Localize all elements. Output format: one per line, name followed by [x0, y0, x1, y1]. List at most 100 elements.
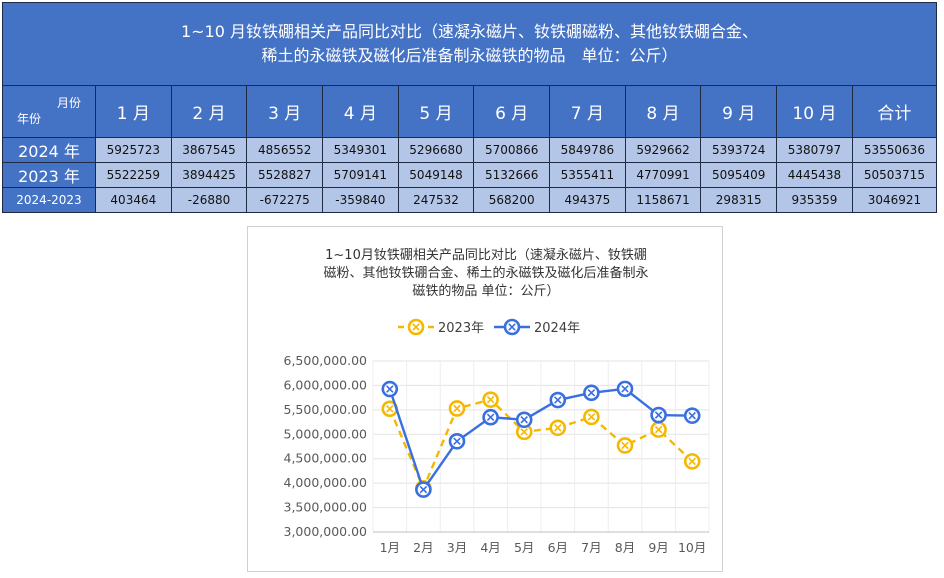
table-row-2024: 2024 年 5925723 3867545 4856552 5349301 5…: [2, 137, 938, 163]
chart-legend: 2023年 2024年: [398, 318, 580, 336]
data-point: [415, 481, 432, 498]
table-cell: 247532: [397, 187, 475, 213]
y-tick-label: 5,000,000.00: [284, 426, 368, 441]
column-header: 6 月: [473, 85, 551, 138]
table-cell: 5925723: [95, 137, 172, 163]
chart-card: 1~10月钕铁硼相关产品同比对比（速凝永磁片、钕铁硼 磁粉、其他钕铁硼合金、稀土…: [247, 226, 723, 572]
chart-title-line1: 1~10月钕铁硼相关产品同比对比（速凝永磁片、钕铁硼: [325, 247, 647, 263]
data-point: [549, 391, 567, 409]
table-cell: 5049148: [397, 162, 475, 188]
data-point: [683, 453, 701, 470]
table-cell: 1158671: [624, 187, 702, 213]
chart-grid: [372, 360, 710, 533]
x-tick-label: 2月: [413, 540, 433, 555]
column-header: 5 月: [397, 85, 475, 138]
x-tick-label: 4月: [480, 540, 500, 555]
table-cell: 403464: [95, 187, 172, 213]
table-cell: 5380797: [776, 137, 853, 163]
table-cell-total: 50503715: [851, 162, 938, 188]
table-cell: 5709141: [322, 162, 399, 188]
table-cell: 5355411: [549, 162, 626, 188]
table-cell: 568200: [473, 187, 551, 213]
table-cell: -672275: [246, 187, 324, 213]
table-cell: 5393724: [700, 137, 778, 163]
row-label: 2024 年: [2, 137, 96, 163]
x-tick-label: 9月: [648, 540, 668, 555]
table-cell: 494375: [549, 187, 626, 213]
column-header: 10 月: [776, 85, 853, 138]
table-cell: 3894425: [170, 162, 248, 188]
y-tick-label: 6,500,000.00: [284, 353, 368, 368]
corner-month-label: 月份: [56, 96, 81, 110]
legend-marker-icon: [503, 318, 521, 336]
table-cell: 5296680: [397, 137, 475, 163]
data-point: [549, 419, 567, 437]
table-row-difference: 2024-2023 403464 -26880 -672275 -359840 …: [2, 187, 938, 213]
data-point: [381, 380, 399, 398]
y-axis: 3,000,000.00 3,500,000.00 4,000,000.00 4,50…: [284, 353, 368, 539]
x-tick-label: 1月: [380, 540, 400, 555]
x-tick-label: 7月: [581, 540, 601, 555]
column-header: 1 月: [95, 85, 172, 138]
y-tick-label: 5,500,000.00: [284, 402, 368, 417]
table-cell-total: 53550636: [851, 137, 938, 163]
column-header: 4 月: [322, 85, 399, 138]
y-tick-label: 3,500,000.00: [284, 500, 368, 515]
y-tick-label: 6,000,000.00: [284, 377, 368, 392]
table-title: 1~10 月钕铁硼相关产品同比对比（速凝永磁片、钕铁硼磁粉、其他钕铁硼合金、 稀…: [2, 2, 937, 86]
data-point: [583, 384, 600, 402]
table-cell: 5349301: [322, 137, 399, 163]
data-table: 1~10 月钕铁硼相关产品同比对比（速凝永磁片、钕铁硼磁粉、其他钕铁硼合金、 稀…: [2, 2, 938, 213]
table-row-2023: 2023 年 5522259 3894425 5528827 5709141 5…: [2, 162, 938, 188]
table-cell-total: 3046921: [851, 187, 938, 213]
table-cell: 3867545: [170, 137, 248, 163]
table-cell: 5095409: [700, 162, 778, 188]
table-title-line2: 稀土的永磁铁及磁化后准备制永磁铁的物品 单位：公斤）: [261, 46, 678, 65]
data-point: [616, 437, 634, 454]
legend-label: 2023年: [438, 321, 484, 336]
x-tick-label: 6月: [548, 540, 568, 555]
chart-title-line3: 磁铁的物品 单位：公斤）: [412, 283, 559, 299]
data-point: [482, 391, 499, 408]
column-header: 7 月: [549, 85, 626, 138]
column-header: 2 月: [170, 85, 248, 138]
x-tick-label: 10月: [678, 540, 706, 555]
table-cell: -26880: [170, 187, 248, 213]
row-label: 2023 年: [2, 162, 96, 188]
data-point: [683, 407, 701, 424]
x-axis: 1月 2月 3月 4月 5月 6月 7月 8月 9月 10月: [373, 531, 709, 555]
table-cell: 5929662: [624, 137, 702, 163]
table-cell: 5522259: [95, 162, 172, 188]
legend-marker-icon: [407, 318, 425, 336]
table-cell: 4770991: [624, 162, 702, 188]
data-point: [482, 408, 499, 426]
column-header: 8 月: [624, 85, 702, 138]
data-point: [448, 432, 466, 450]
series-line-1: [388, 387, 693, 491]
corner-header: 月份 年份: [2, 85, 96, 138]
y-tick-label: 4,500,000.00: [284, 451, 368, 466]
data-point: [583, 408, 600, 426]
table-cell: 5132666: [473, 162, 551, 188]
data-point: [616, 380, 634, 398]
table-cell: 298315: [700, 187, 778, 213]
chart-title: 1~10月钕铁硼相关产品同比对比（速凝永磁片、钕铁硼 磁粉、其他钕铁硼合金、稀土…: [323, 247, 648, 299]
column-header: 3 月: [246, 85, 324, 138]
x-tick-label: 3月: [447, 540, 467, 555]
corner-year-label: 年份: [17, 112, 42, 126]
column-header: 9 月: [700, 85, 778, 138]
data-point: [448, 400, 466, 417]
table-cell: 4856552: [246, 137, 324, 163]
line-chart: 1~10月钕铁硼相关产品同比对比（速凝永磁片、钕铁硼 磁粉、其他钕铁硼合金、稀土…: [284, 247, 710, 555]
legend-label: 2024年: [534, 321, 580, 336]
table-cell: 5849786: [549, 137, 626, 163]
y-tick-label: 4,000,000.00: [284, 475, 368, 490]
table-cell: 935359: [776, 187, 853, 213]
table-cell: 5528827: [246, 162, 324, 188]
chart-series: [381, 380, 701, 498]
series-line-0: [388, 398, 694, 490]
table-cell: -359840: [322, 187, 399, 213]
table-cell: 4445438: [776, 162, 853, 188]
column-header-total: 合计: [851, 85, 938, 138]
data-point: [650, 406, 667, 424]
